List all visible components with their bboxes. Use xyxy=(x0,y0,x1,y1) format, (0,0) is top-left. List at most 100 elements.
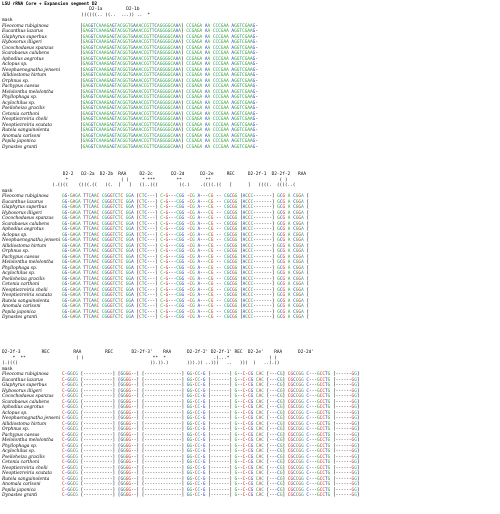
block1-taxon-name: Hybosorus illigeri xyxy=(2,40,42,45)
block2-sequence-row: GG-GAGA TTCAAC CGGGTCTC GGA [CTC---] C-G… xyxy=(62,205,310,210)
block2-sequence-row: GG-GAGA TTCAAC CGGGTCTC GGA [CTC---] C-G… xyxy=(62,265,310,271)
block3-structure-brackets: (.(((( )).)).) ))).)) ..))) .. ))) ) ..(… xyxy=(2,361,280,366)
block1-sequence-row: [GAGGTCAAAGAGTACGGTGAAACCGTTCAGGGGCAAA] … xyxy=(80,78,258,84)
block3-sequence-row: C-GGCG [-----------] [GGGG--] [---------… xyxy=(62,377,360,383)
block3-taxon-name: Cocochodaeus spanzus xyxy=(2,394,54,399)
block3-sequence-row: C-GGCG [-----------] [GGGG--] [---------… xyxy=(62,427,360,432)
block1-taxon-name: Pachypus caesus xyxy=(2,84,40,89)
block1-sequence-row: [GAGGTCAAAGAGTACGGTGAAACCGTTCAGGGGCAAA] … xyxy=(80,29,258,34)
block1-taxon-name: Melolontha melolontha xyxy=(2,89,54,95)
block1-taxon-name: Neoptiezreiria chelii xyxy=(2,117,48,122)
block2-sequence-row: GG-GAGA TTCAAC CGGGTCTC GGA [CTC---] C-G… xyxy=(62,293,310,298)
block1-sequence-row: [GAGGTCAAAGAGTACGGTGAAACCGTTCAGGGGCAAA] … xyxy=(80,51,258,56)
block3-sequence-row: C-GGCG [-----------] [GGGG--] [---------… xyxy=(62,416,360,421)
block3-sequence-row: C-GGCG [-----------] [GGGG--] [---------… xyxy=(62,449,360,454)
block1-taxon-name: Dynastes granti xyxy=(2,144,38,150)
block2-sequence-row: GG-GAGA TTCAAC CGGGTCTC GGA [CTC---] C-G… xyxy=(62,254,310,260)
block2-taxon-name: Glaphyrus superbus xyxy=(2,205,47,210)
block2-sequence-row: GG-GAGA TTCAAC CGGGTCTC GGA [CTC---] C-G… xyxy=(62,282,310,287)
block1-taxon-name: Neophaenognatha jenseni xyxy=(2,67,61,73)
block1-sequence-row: [GAGGTCAAAGAGTACGGTGAAACCGTTCAGGGGCAAA] … xyxy=(80,84,258,89)
block1-taxon-name: Neoptiezreiria scutata xyxy=(2,122,52,128)
block1-sequence-row: [GAGGTCAAAGAGTACGGTGAAACCGTTCAGGGGCAAA] … xyxy=(80,128,258,133)
block1-taxon-name: Rutela sanguinolenta xyxy=(2,128,50,133)
block2-taxon-name: Dynastes granti xyxy=(2,315,38,320)
block2-sequence-row: GG-GAGA TTCAAC CGGGTCTC GGA [CTC---] C-G… xyxy=(62,194,310,199)
block2-taxon-name: Popila japonica xyxy=(2,309,36,315)
block1-sequence-row: [GAGGTCAAAGAGTACGGTGAAACCGTTCAGGGGCAAA] … xyxy=(80,133,258,139)
block3-taxon-name: Pseiloheiza gracilis xyxy=(2,454,45,460)
block2-structure-labels: D2-2 D2-2a D2-2b RAA D2-2c D2-2d D2-2e R… xyxy=(2,172,306,177)
block1-sequence-row: [GAGGTCAAAGAGTACGGTGAAACCGTTCAGGGGCAAA] … xyxy=(80,62,258,67)
block3-taxon-name: Orphnus sp. xyxy=(2,427,30,432)
block3-structure-labels: D2-2f-3 REC RAA REC D2-2f-3' RAA D2-2f-2… xyxy=(2,350,314,355)
block2-sequence-row: GG-GAGA TTCAAC CGGGTCTC GGA [CTC---] C-G… xyxy=(62,315,310,320)
block1-sequence-row: [GAGGTCAAAGAGTACGGTGAAACCGTTCAGGGGCAAA] … xyxy=(80,45,258,51)
block3-taxon-name: Popila japonica xyxy=(2,487,36,493)
block2-taxon-name: Neophaenognatha jenseni xyxy=(2,238,61,243)
block1-taxon-name: Cetonia carthoni xyxy=(2,111,40,117)
block3-sequence-row: C-GGCG [-----------] [GGGG--] [---------… xyxy=(62,394,360,399)
block2-taxon-name: Scarabaeus calubens xyxy=(2,221,50,227)
block3-sequence-row: C-GGCG [-----------] [GGGG--] [---------… xyxy=(62,482,360,487)
block2-sequence-row: GG-GAGA TTCAAC CGGGTCTC GGA [CTC---] C-G… xyxy=(62,276,310,282)
block3-taxon-name: Neoptiezreiria chelii xyxy=(2,465,48,471)
block2-structure-brackets: (.(((( ((((.(( ((. [ ] ((..((( ((.) .(((… xyxy=(2,183,296,188)
block3-taxon-name: Eucanthus lazarus xyxy=(2,377,44,383)
block2-taxon-name: Pachypus caesus xyxy=(2,254,40,260)
block2-sequence-row: GG-GAGA TTCAAC CGGGTCTC GGA [CTC---] C-G… xyxy=(62,232,310,238)
block2-structure-markers: * ( ) * *** ** ** ( ) xyxy=(2,177,288,183)
block2-sequence-row: GG-GAGA TTCAAC CGGGTCTC GGA [CTC---] C-G… xyxy=(62,243,310,249)
block2-taxon-name: Orphnus sp. xyxy=(2,249,30,254)
block3-taxon-name: Allidiostoma hirtum xyxy=(2,421,47,427)
block1-structure-labels: D2-1a D2-1b xyxy=(2,7,140,12)
block2-sequence-row: GG-GAGA TTCAAC CGGGTCTC GGA [CTC---] C-G… xyxy=(62,304,310,309)
block1-sequence-row: [GAGGTCAAAGAGTACGGTGAAACCGTTCAGGGGCAAA] … xyxy=(80,106,258,111)
block1-sequence-row: [GAGGTCAAAGAGTACGGTGAAACCGTTCAGGGGCAAA] … xyxy=(80,144,258,150)
block1-sequence-row: [GAGGTCAAAGAGTACGGTGAAACCGTTCAGGGGCAAA] … xyxy=(80,117,258,122)
block3-taxon-name: Dynastes granti xyxy=(2,493,38,498)
block2-taxon-name: Aphodius aegrotus xyxy=(2,227,44,232)
block2-sequence-row: GG-GAGA TTCAAC CGGGTCTC GGA [CTC---] C-G… xyxy=(62,221,310,227)
block2-sequence-row: GG-GAGA TTCAAC CGGGTCTC GGA [CTC---] C-G… xyxy=(62,238,310,243)
block1-taxon-name: Fleocoma rubiginosa xyxy=(2,23,49,29)
block2-taxon-name: Cetonia carthoni xyxy=(2,282,40,287)
block1-sequence-row: [GAGGTCAAAGAGTACGGTGAAACCGTTCAGGGGCAAA] … xyxy=(80,95,258,100)
page-title: LSU rRNA Core + Expansion segment D2 xyxy=(2,2,98,7)
block1-taxon-name: Acylochilus sp. xyxy=(2,100,36,106)
block3-taxon-name: Neophaenognatha jenseni xyxy=(2,416,61,421)
block1-taxon-name: Eucanthus lazarus xyxy=(2,29,44,34)
block3-taxon-name: Aphodius aegrotus xyxy=(2,405,44,410)
block1-sequence-row: [GAGGTCAAAGAGTACGGTGAAACCGTTCAGGGGCAAA] … xyxy=(80,89,258,95)
block3-sequence-row: C-GGCG [-----------] [GGGG--] [---------… xyxy=(62,454,360,460)
block3-structure-markers: * ** ( ) ** * .(...* ( ) xyxy=(2,355,277,361)
block3-taxon-name: Aclopus sp. xyxy=(2,410,28,416)
block3-taxon-name: Cetonia carthoni xyxy=(2,460,40,465)
block1-taxon-name: Anomala carlsoni xyxy=(2,133,41,139)
block2-sequence-row: GG-GAGA TTCAAC CGGGTCTC GGA [CTC---] C-G… xyxy=(62,260,310,265)
block3-sequence-row: C-GGCG [-----------] [GGGG--] [---------… xyxy=(62,465,360,471)
block1-taxon-name: Aphodius aegrotus xyxy=(2,56,44,62)
block2-taxon-name: Fleocoma rubiginosa xyxy=(2,194,49,199)
block3-sequence-row: C-GGCG [-----------] [GGGG--] [---------… xyxy=(62,460,360,465)
block3-taxon-name: Scarabaeus calubens xyxy=(2,399,50,405)
block1-sequence-row: [GAGGTCAAAGAGTACGGTGAAACCGTTCAGGGGCAAA] … xyxy=(80,23,258,29)
block1-sequence-row: [GAGGTCAAAGAGTACGGTGAAACCGTTCAGGGGCAAA] … xyxy=(80,34,258,40)
block3-sequence-row: C-GGCG [-----------] [GGGG--] [---------… xyxy=(62,372,360,377)
block2-taxon-name: Anomala carlsoni xyxy=(2,304,41,309)
block2-sequence-row: GG-GAGA TTCAAC CGGGTCTC GGA [CTC---] C-G… xyxy=(62,309,310,315)
block2-taxon-name: Pseiloheiza gracilis xyxy=(2,276,45,282)
block3-sequence-row: C-GGCG [-----------] [GGGG--] [---------… xyxy=(62,399,360,405)
block2-taxon-name: Neoptiezreiria scutata xyxy=(2,293,52,298)
block3-mask-label: mask xyxy=(2,366,13,372)
block2-sequence-row: GG-GAGA TTCAAC CGGGTCTC GGA [CTC---] C-G… xyxy=(62,249,310,254)
block3-taxon-name: Glaphyrus superbus xyxy=(2,383,47,388)
block1-sequence-row: [GAGGTCAAAGAGTACGGTGAAACCGTTCAGGGGCAAA] … xyxy=(80,139,258,144)
block1-sequence-row: [GAGGTCAAAGAGTACGGTGAAACCGTTCAGGGGCAAA] … xyxy=(80,56,258,62)
block3-sequence-row: C-GGCG [-----------] [GGGG--] [---------… xyxy=(62,443,360,449)
block3-sequence-row: C-GGCG [-----------] [GGGG--] [---------… xyxy=(62,438,360,443)
block3-sequence-row: C-GGCG [-----------] [GGGG--] [---------… xyxy=(62,405,360,410)
block3-taxon-name: Hybosorus illigeri xyxy=(2,388,42,394)
block1-sequence-row: [GAGGTCAAAGAGTACGGTGAAACCGTTCAGGGGCAAA] … xyxy=(80,73,258,78)
block2-sequence-row: GG-GAGA TTCAAC CGGGTCTC GGA [CTC---] C-G… xyxy=(62,210,310,216)
